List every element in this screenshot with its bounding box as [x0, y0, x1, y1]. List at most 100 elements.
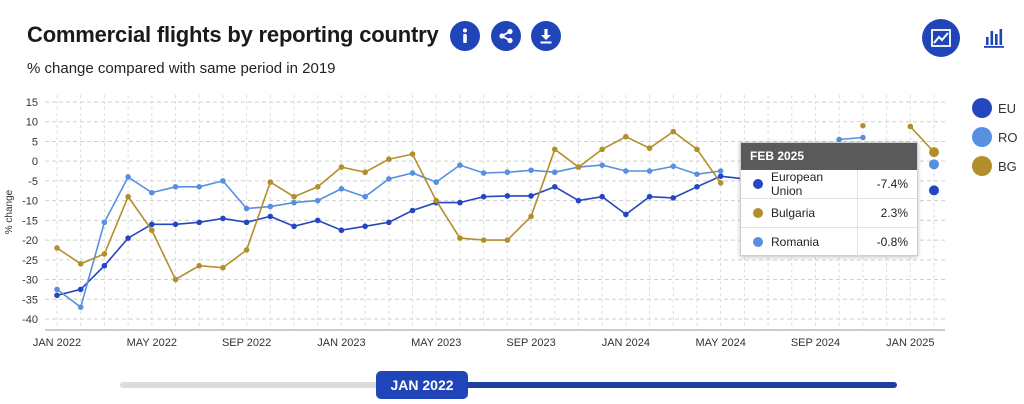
chart-legend: EU RO BG — [972, 94, 1018, 181]
tooltip-dot-bg — [753, 208, 763, 218]
download-button[interactable] — [531, 21, 561, 51]
data-point-ro — [599, 162, 605, 168]
y-tick-label: 10 — [26, 117, 38, 129]
data-point-eu — [314, 217, 321, 224]
tooltip-dot-eu — [753, 179, 763, 189]
data-point-eu — [528, 193, 534, 199]
data-point-eu — [694, 184, 700, 190]
data-point-bg — [386, 156, 392, 163]
line-chart-icon — [931, 29, 951, 47]
data-point-bg — [362, 169, 368, 176]
legend-item-ro[interactable]: RO — [972, 123, 1018, 151]
x-tick-label: JAN 2023 — [317, 337, 365, 349]
data-point-bg — [504, 237, 511, 243]
data-point-ro — [220, 178, 226, 184]
data-point-ro — [243, 205, 250, 212]
y-tick-label: -30 — [22, 275, 38, 287]
data-point-ro — [54, 286, 60, 293]
legend-dot-bg — [972, 156, 992, 176]
info-button[interactable] — [450, 21, 480, 51]
data-point-bg — [54, 245, 60, 251]
legend-item-eu[interactable]: EU — [972, 94, 1018, 122]
x-tick-label: MAY 2023 — [411, 337, 461, 349]
data-point-ro — [386, 176, 392, 182]
page-title: Commercial flights by reporting country — [27, 22, 439, 47]
data-point-bg — [860, 122, 866, 129]
bar-view-button[interactable] — [975, 19, 1013, 57]
legend-item-bg[interactable]: BG — [972, 152, 1018, 180]
share-icon — [499, 28, 513, 44]
data-point-bg — [101, 251, 108, 257]
page-subtitle: % change compared with same period in 20… — [27, 60, 336, 77]
data-point-bg — [623, 133, 629, 140]
data-point-bg — [575, 164, 582, 170]
y-tick-label: -5 — [28, 176, 38, 188]
data-point-eu — [196, 219, 203, 226]
range-slider-track-active[interactable] — [440, 382, 897, 388]
data-point-ro — [528, 167, 534, 174]
data-point-eu — [243, 219, 250, 226]
data-point-bg — [196, 262, 203, 269]
y-tick-label: -20 — [22, 235, 38, 247]
data-point-bg — [172, 276, 179, 283]
data-point-ro — [717, 168, 724, 174]
data-point-eu — [457, 199, 463, 206]
data-point-eu — [101, 262, 108, 269]
x-tick-label: JAN 2024 — [602, 337, 650, 349]
data-point-ro — [196, 184, 203, 190]
download-icon — [540, 29, 552, 44]
data-point-bg — [125, 193, 131, 200]
legend-dot-ro — [972, 127, 992, 147]
data-point-ro — [101, 219, 108, 226]
data-point-ro — [314, 197, 321, 204]
data-point-eu — [623, 211, 629, 218]
tooltip-row-bg: Bulgaria 2.3% — [741, 199, 917, 228]
tooltip-value-ro: -0.8% — [857, 228, 917, 256]
data-point-eu — [267, 213, 274, 220]
data-point-bg — [551, 146, 558, 153]
data-point-eu — [929, 185, 939, 196]
x-tick-label: JAN 2022 — [33, 337, 81, 349]
data-point-ro — [694, 171, 700, 178]
share-button[interactable] — [491, 21, 521, 51]
y-tick-label: 15 — [26, 97, 38, 109]
y-axis-label: % change — [4, 189, 15, 234]
data-point-bg — [314, 184, 321, 190]
tooltip-row-eu: European Union -7.4% — [741, 170, 917, 199]
x-tick-label: JAN 2025 — [886, 337, 934, 349]
range-slider-track-inactive[interactable] — [120, 382, 380, 388]
data-point-ro — [172, 184, 179, 190]
data-point-ro — [457, 162, 463, 168]
data-point-eu — [646, 193, 653, 200]
data-point-bg — [480, 237, 487, 243]
data-point-bg — [457, 235, 463, 241]
data-point-bg — [907, 123, 914, 130]
data-point-bg — [599, 146, 605, 153]
data-point-eu — [599, 193, 605, 200]
data-point-ro — [929, 159, 939, 170]
data-point-eu — [291, 223, 297, 230]
data-point-eu — [551, 184, 558, 190]
y-tick-label: 0 — [32, 156, 38, 168]
tooltip-name-bg: Bulgaria — [771, 206, 816, 220]
range-slider-handle[interactable]: JAN 2022 — [376, 371, 468, 399]
data-point-eu — [125, 235, 131, 241]
data-point-ro — [836, 136, 842, 143]
data-point-ro — [623, 168, 629, 174]
data-point-bg — [220, 264, 226, 271]
data-point-ro — [338, 186, 345, 192]
tooltip-header: FEB 2025 — [741, 143, 917, 170]
line-view-button[interactable] — [922, 19, 960, 57]
tooltip-dot-ro — [753, 237, 763, 247]
tooltip-value-bg: 2.3% — [857, 199, 917, 227]
x-tick-label: SEP 2023 — [506, 337, 555, 349]
legend-dot-eu — [972, 98, 992, 118]
data-point-ro — [125, 174, 131, 180]
data-point-ro — [670, 163, 677, 170]
y-tick-label: -15 — [22, 215, 38, 227]
data-point-eu — [409, 207, 416, 214]
data-point-ro — [409, 170, 416, 176]
data-point-eu — [670, 195, 677, 201]
data-point-bg — [409, 151, 416, 157]
data-point-eu — [338, 227, 345, 234]
